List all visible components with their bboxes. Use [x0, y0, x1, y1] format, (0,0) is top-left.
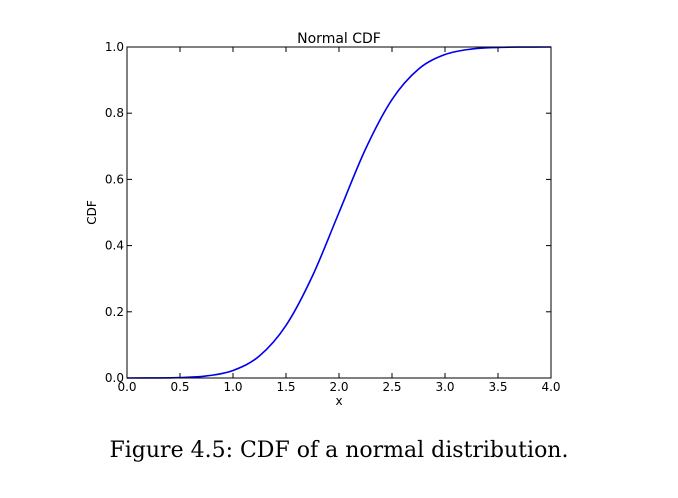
y-tick-label: 0.0 — [105, 371, 124, 385]
labels-layer: 0.0 0.5 1.0 1.5 2.0 2.5 3.0 3.5 4.0 0.0 0.2 0.4 0.6 0… — [105, 40, 561, 394]
y-tick-label: 0.4 — [105, 239, 124, 253]
plot-area-frame — [126, 46, 552, 379]
series-layer — [126, 46, 552, 379]
y-tick-label: 0.6 — [105, 172, 124, 186]
figure: 0.0 0.5 1.0 1.5 2.0 2.5 3.0 3.5 4.0 0.0 0.2 0.4 0.6 0… — [85, 31, 561, 408]
normal-cdf-chart: 0.0 0.5 1.0 1.5 2.0 2.5 3.0 3.5 4.0 0.0 0.2 0.4 0.6 0… — [85, 31, 561, 408]
figure-caption: Figure 4.5: CDF of a normal distribution… — [109, 438, 569, 463]
x-tick-label: 2.0 — [329, 380, 348, 394]
cdf-line-series — [126, 46, 552, 379]
x-tick-label: 3.0 — [435, 380, 454, 394]
x-axis-label: x — [335, 394, 342, 408]
y-tick-label: 1.0 — [105, 40, 124, 54]
chart-title: Normal CDF — [297, 31, 381, 47]
y-tick-label: 0.2 — [105, 305, 124, 319]
y-axis-label: CDF — [85, 200, 99, 225]
x-tick-label: 1.5 — [276, 380, 295, 394]
x-tick-label: 2.5 — [382, 380, 401, 394]
x-tick-label: 1.0 — [223, 380, 242, 394]
y-tick-label: 0.8 — [105, 106, 124, 120]
x-tick-label: 3.5 — [488, 380, 507, 394]
x-tick-label: 0.5 — [170, 380, 189, 394]
x-tick-label: 0.0 — [117, 380, 136, 394]
x-tick-label: 4.0 — [541, 380, 560, 394]
